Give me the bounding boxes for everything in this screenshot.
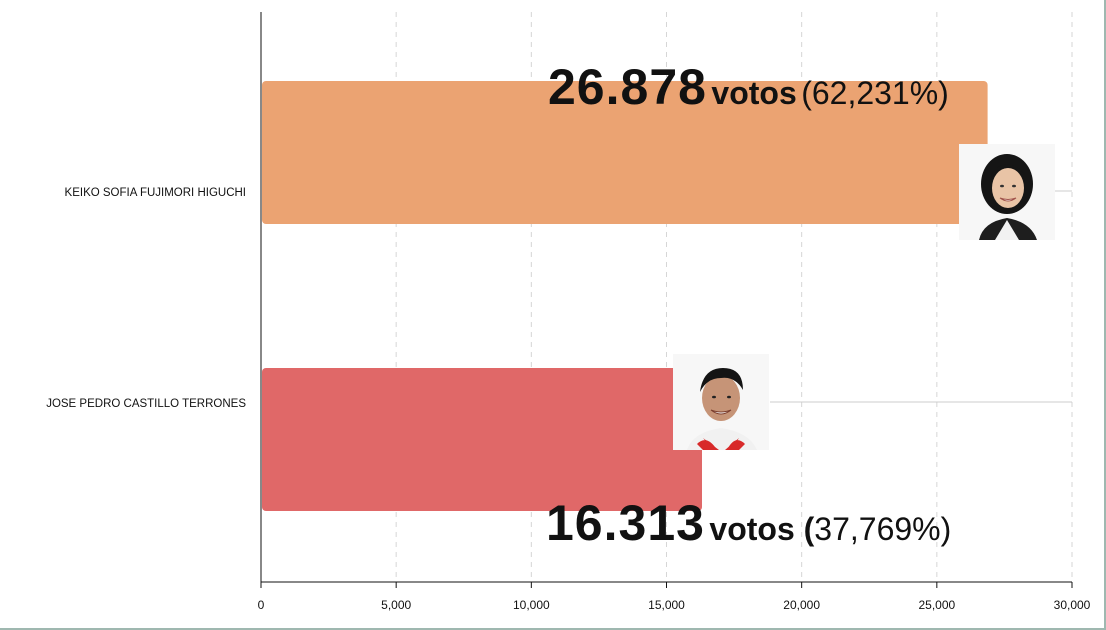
x-tick-label: 10,000 bbox=[512, 598, 550, 612]
bar-castillo bbox=[262, 368, 702, 511]
x-tick-label: 5,000 bbox=[381, 598, 412, 612]
votes-annotation-castillo: 16.313 votos (37,769%) bbox=[546, 498, 951, 548]
category-label-castillo: JOSE PEDRO CASTILLO TERRONES bbox=[46, 398, 246, 410]
votes-number: 16.313 bbox=[546, 495, 705, 551]
candidate-photo-fujimori-icon bbox=[959, 144, 1055, 240]
x-tick-label: 25,000 bbox=[918, 598, 956, 612]
bar-fujimori bbox=[262, 81, 988, 224]
x-tick-label: 15,000 bbox=[648, 598, 685, 612]
x-tick-label: 30,000 bbox=[1053, 598, 1091, 612]
bars bbox=[262, 81, 988, 511]
votes-word: votos bbox=[711, 75, 797, 111]
tick-marks bbox=[260, 582, 1073, 588]
votes-annotation-fujimori: 26.878 votos (62,231%) bbox=[548, 62, 949, 112]
candidate-photo-castillo-icon bbox=[673, 354, 769, 450]
votes-percent: (62,231%) bbox=[801, 75, 949, 111]
x-tick-label: 0 bbox=[257, 598, 265, 612]
votes-word: votos ( bbox=[709, 511, 815, 547]
votes-number: 26.878 bbox=[548, 59, 707, 115]
x-tick-label: 20,000 bbox=[783, 598, 821, 612]
votes-percent: 37,769%) bbox=[814, 511, 952, 547]
category-label-fujimori: KEIKO SOFIA FUJIMORI HIGUCHI bbox=[64, 187, 246, 199]
